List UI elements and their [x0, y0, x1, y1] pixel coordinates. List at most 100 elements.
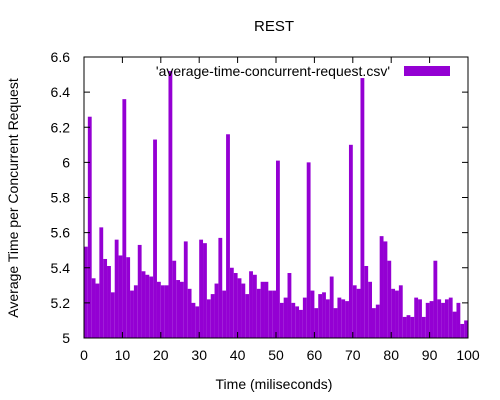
bar	[122, 99, 127, 339]
bar	[318, 294, 323, 338]
bar	[310, 290, 315, 338]
bar	[368, 281, 372, 338]
bar	[145, 274, 150, 338]
bar	[172, 260, 177, 338]
bar	[372, 308, 376, 338]
bar	[99, 227, 104, 338]
bar	[91, 278, 96, 338]
x-tick-label: 80	[383, 347, 399, 363]
bar	[299, 309, 303, 338]
y-tick-label: 6.4	[51, 84, 71, 100]
bar	[406, 315, 411, 338]
x-tick-label: 10	[115, 347, 131, 363]
x-tick-label: 100	[456, 347, 480, 363]
y-tick-label: 5.4	[51, 260, 71, 276]
chart-title: REST	[254, 18, 294, 35]
bar	[249, 271, 253, 338]
x-tick-label: 40	[230, 347, 246, 363]
bar	[337, 297, 342, 338]
y-tick-label: 6	[62, 154, 70, 170]
bar	[448, 297, 453, 338]
bar	[168, 71, 173, 339]
bar	[276, 160, 280, 338]
bar	[176, 280, 180, 338]
bar	[260, 281, 265, 338]
bar	[126, 257, 131, 338]
x-tick-label: 70	[345, 347, 361, 363]
bar	[325, 299, 330, 338]
bar	[322, 292, 326, 338]
x-tick-label: 0	[80, 347, 88, 363]
y-tick-label: 5.6	[51, 225, 71, 241]
bar	[272, 290, 276, 338]
bar	[425, 302, 430, 338]
bar	[352, 285, 357, 338]
bar	[418, 299, 422, 338]
bar	[183, 241, 188, 338]
bar	[210, 294, 215, 338]
bar	[191, 302, 196, 338]
y-axis-label: Average Time per Concurrent Request	[5, 78, 21, 318]
bar	[241, 283, 246, 338]
bar	[341, 299, 346, 338]
y-tick-label: 5.8	[51, 190, 71, 206]
y-axis: 5 5.2 5.4 5.6 5.8 6 6.2 6.4 6.6	[51, 49, 468, 346]
bar	[133, 285, 138, 338]
bar	[245, 294, 250, 338]
bar	[383, 241, 388, 338]
bar	[391, 288, 396, 338]
legend-swatch	[404, 66, 450, 76]
x-tick-label: 20	[153, 347, 169, 363]
y-tick-label: 5	[62, 330, 70, 346]
bar	[410, 316, 415, 338]
x-tick-label: 60	[307, 347, 323, 363]
bar	[95, 283, 100, 338]
bar	[452, 311, 457, 338]
bar	[314, 308, 319, 338]
bar	[195, 306, 200, 338]
bar	[118, 255, 123, 338]
bar	[180, 281, 184, 338]
bar	[414, 297, 419, 338]
bar	[429, 301, 434, 338]
bar	[360, 78, 365, 338]
bar	[441, 302, 445, 338]
bar	[306, 162, 311, 338]
bar	[437, 299, 442, 338]
bar	[395, 290, 399, 338]
bar	[456, 302, 461, 338]
bar	[156, 281, 161, 338]
bar	[206, 299, 211, 338]
bar	[333, 308, 338, 338]
bar	[252, 274, 257, 338]
bar	[214, 283, 219, 338]
bar	[287, 273, 292, 338]
x-tick-label: 30	[191, 347, 207, 363]
bar	[329, 276, 334, 338]
bar	[348, 144, 353, 338]
bar	[222, 290, 227, 338]
bar	[229, 267, 234, 338]
x-tick-label: 50	[268, 347, 284, 363]
bar	[160, 285, 165, 338]
bar	[268, 290, 273, 338]
bar	[283, 297, 288, 338]
bar	[233, 273, 238, 338]
bar	[107, 265, 111, 338]
bar	[464, 320, 468, 338]
bar-series	[84, 71, 468, 339]
bar	[87, 116, 92, 339]
bar	[302, 297, 307, 338]
x-axis: 0 10 20 30 40 50 60 70 80 90 100	[80, 57, 480, 363]
legend-label: 'average-time-concurrent-request.csv'	[156, 63, 390, 79]
bar	[164, 285, 169, 338]
bar	[110, 292, 115, 338]
bar	[141, 271, 146, 338]
bar	[444, 299, 449, 338]
bar	[433, 260, 438, 338]
bar	[137, 244, 142, 338]
bar	[203, 243, 207, 338]
bar	[345, 301, 349, 338]
bar	[356, 288, 361, 338]
